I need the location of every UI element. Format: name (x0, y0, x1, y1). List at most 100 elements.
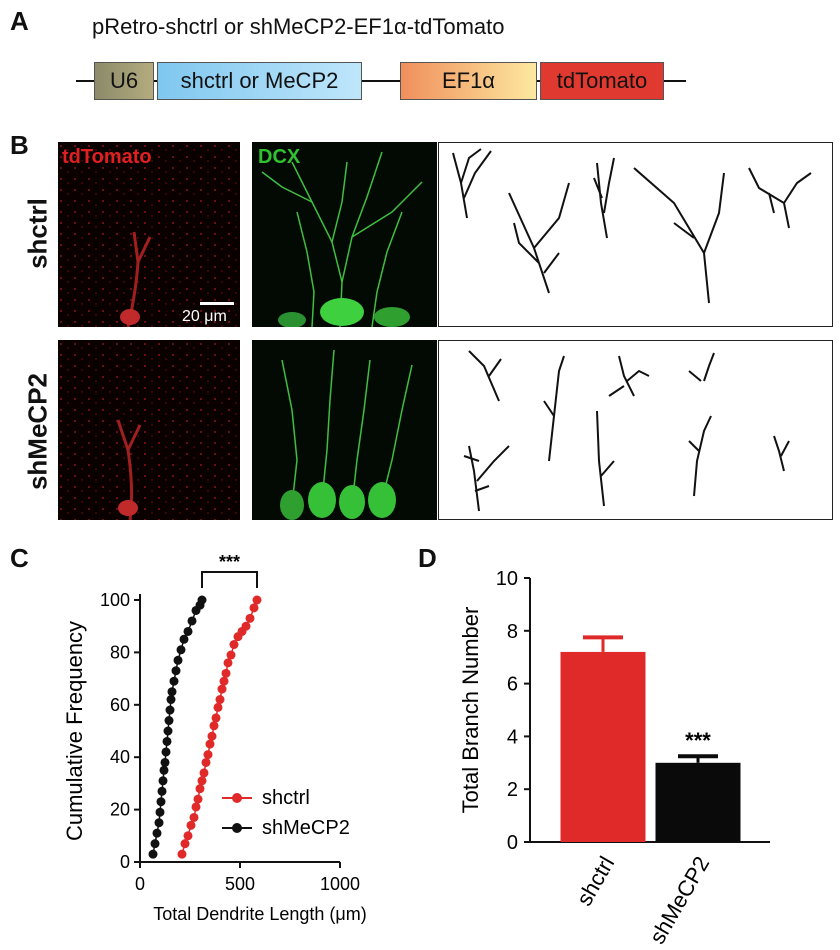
chart-c-point-shMeCP2 (197, 595, 207, 605)
chart-c-point-shMeCP2 (157, 786, 167, 796)
panel-d-letter: D (418, 543, 437, 573)
chart-c-legend-label-shMeCP2: shMeCP2 (262, 817, 350, 839)
chart-c-point-shctrl (177, 849, 187, 859)
chart-c-point-shctrl (201, 757, 211, 767)
chart-c-point-shMeCP2 (163, 726, 173, 736)
chart-c-legend-label-shctrl: shctrl (262, 787, 310, 809)
tdtomato-label: tdTomato (556, 68, 648, 93)
chart-c-point-shctrl (217, 684, 227, 694)
micrograph-dcx-shmecp2 (252, 340, 437, 520)
chart-c-y-tick-label: 0 (120, 852, 130, 872)
chart-c-point-shMeCP2 (165, 705, 175, 715)
chart-c-point-shMeCP2 (161, 747, 171, 757)
chart-d-branch-number: 0 2 4 6 8 10 shctrl shMeCP2 *** Total Branch Nu… (458, 568, 770, 945)
chart-c-point-shMeCP2 (167, 687, 177, 697)
chart-c-y-tick-label: 80 (110, 642, 130, 662)
chart-d-ylabel: Total Branch Number (458, 607, 483, 814)
chart-c-point-shMeCP2 (152, 828, 162, 838)
chart-c-point-shMeCP2 (183, 626, 193, 636)
channel-label-dcx: DCX (258, 146, 301, 168)
chart-c-point-shMeCP2 (160, 757, 170, 767)
chart-d-y-tick-label: 6 (507, 674, 518, 696)
chart-d-x-tick-label-shMeCP2: shMeCP2 (644, 852, 714, 945)
chart-c-point-shctrl (221, 668, 231, 678)
chart-d-significance: *** (685, 728, 711, 753)
construct-element-u6: U6 (94, 62, 154, 100)
chart-c-point-shctrl (205, 739, 215, 749)
construct-element-tdtomato: tdTomato (540, 62, 664, 100)
chart-d-y-tick-label: 10 (496, 568, 518, 590)
chart-c-point-shctrl (183, 831, 193, 841)
chart-c-point-shctrl (241, 621, 251, 631)
chart-c-point-shctrl (215, 695, 225, 705)
chart-c-point-shctrl (223, 658, 233, 668)
chart-c-point-shctrl (213, 702, 223, 712)
chart-c-ylabel: Cumulative Frequency (62, 621, 87, 841)
chart-d-y-tick-label: 2 (507, 779, 518, 801)
construct-title: pRetro-shctrl or shMeCP2-EF1α-tdTomato (92, 14, 505, 39)
chart-d-bar-shMeCP2 (655, 762, 741, 842)
chart-c-point-shctrl (209, 721, 219, 731)
scale-bar (200, 302, 234, 305)
chart-c-point-shctrl (180, 839, 190, 849)
chart-c-x-tick-label: 0 (135, 874, 145, 894)
chart-c-y-tick-label: 60 (110, 695, 130, 715)
chart-c-point-shctrl (245, 613, 255, 623)
chart-c-point-shctrl (211, 713, 221, 723)
chart-c-point-shMeCP2 (148, 849, 158, 859)
scale-bar-label: 20 μm (182, 308, 227, 325)
panel-a-letter: A (10, 6, 29, 36)
chart-c-point-shctrl (191, 802, 201, 812)
chart-c-point-shMeCP2 (159, 765, 169, 775)
chart-c-point-shMeCP2 (156, 797, 166, 807)
chart-c-point-shctrl (249, 603, 259, 613)
micrograph-dcx-shctrl: DCX (252, 142, 437, 327)
chart-c-point-shctrl (189, 812, 199, 822)
chart-c-point-shMeCP2 (164, 716, 174, 726)
chart-d-y-tick-label: 8 (507, 621, 518, 643)
tracings-shmecp2 (438, 340, 833, 520)
chart-c-point-shMeCP2 (158, 776, 168, 786)
micrograph-tdtomato-shmecp2 (58, 340, 240, 520)
chart-c-point-shMeCP2 (154, 818, 164, 828)
chart-c-point-shctrl (219, 676, 229, 686)
chart-c-point-shctrl (252, 595, 262, 605)
chart-c-point-shctrl (195, 784, 205, 794)
chart-c-point-shMeCP2 (173, 655, 183, 665)
row-label-shctrl: shctrl (22, 198, 53, 269)
chart-c-significance: *** (219, 552, 240, 572)
chart-c-point-shMeCP2 (150, 839, 160, 849)
chart-d-y-tick-label: 0 (507, 832, 518, 854)
chart-c-point-shMeCP2 (166, 695, 176, 705)
chart-c-point-shctrl (226, 650, 236, 660)
chart-d-x-tick-label-shctrl: shctrl (571, 852, 619, 910)
construct-element-shrna: shctrl or MeCP2 (157, 62, 362, 100)
chart-c-legend-marker-shctrl (232, 793, 242, 803)
chart-c-point-shMeCP2 (162, 736, 172, 746)
chart-d-y-tick-label: 4 (507, 726, 518, 748)
panel-b-letter: B (10, 130, 29, 160)
u6-label: U6 (109, 68, 139, 93)
chart-d-bar-shctrl (560, 651, 646, 842)
chart-c-x-tick-label: 1000 (320, 874, 360, 894)
chart-c-point-shMeCP2 (179, 634, 189, 644)
chart-c-point-shMeCP2 (169, 676, 179, 686)
chart-c-x-tick-label: 500 (225, 874, 255, 894)
chart-c-point-shctrl (193, 794, 203, 804)
chart-c-point-shMeCP2 (171, 666, 181, 676)
shrna-label: shctrl or MeCP2 (180, 68, 339, 93)
panel-c-letter: C (10, 543, 29, 573)
row-label-shmecp2: shMeCP2 (22, 372, 53, 491)
chart-c-point-shctrl (203, 750, 213, 760)
chart-c-y-tick-label: 40 (110, 747, 130, 767)
chart-c-point-shMeCP2 (187, 616, 197, 626)
micrograph-tdtomato-shctrl: tdTomato 20 μm (58, 142, 240, 327)
chart-c-xlabel: Total Dendrite Length (μm) (153, 904, 366, 924)
construct-element-ef1a: EF1α (400, 62, 537, 100)
chart-c-point-shctrl (207, 731, 217, 741)
chart-c-significance-bracket (201, 571, 258, 588)
channel-label-tdtomato: tdTomato (62, 146, 152, 168)
construct-backbone-line (76, 80, 686, 82)
chart-c-point-shMeCP2 (176, 645, 186, 655)
